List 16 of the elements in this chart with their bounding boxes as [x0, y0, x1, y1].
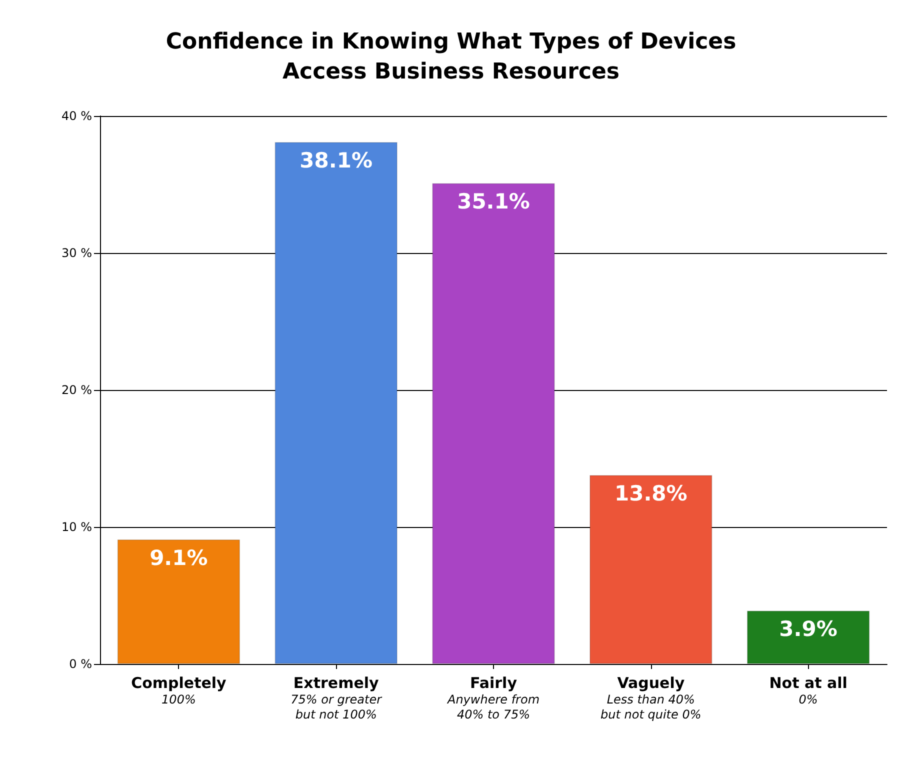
data-label: 35.1%	[457, 190, 530, 214]
y-tick-label: 10 %	[62, 520, 92, 534]
x-tick-label: Completely 100%	[131, 674, 227, 706]
data-label: 13.8%	[614, 481, 688, 506]
data-label: 9.1%	[150, 546, 208, 570]
y-tick-label: 40 %	[62, 109, 92, 123]
data-label: 38.1%	[300, 148, 373, 173]
chart-title: Confidence in Knowing What Types of Devices Access Business Resources	[166, 30, 736, 84]
x-tick-label: Fairly Anywhere from 40% to 75%	[446, 674, 540, 722]
y-tick-label: 30 %	[62, 246, 92, 260]
x-tick-label: Extremely 75% or greater but not 100%	[290, 674, 383, 722]
x-tick-label: Vaguely Less than 40% but not quite 0%	[600, 674, 702, 722]
y-tick-label: 0 %	[69, 657, 92, 671]
x-tick-label: Not at all 0%	[769, 674, 848, 706]
y-tick-label: 20 %	[62, 383, 92, 397]
data-label: 3.9%	[779, 617, 838, 642]
